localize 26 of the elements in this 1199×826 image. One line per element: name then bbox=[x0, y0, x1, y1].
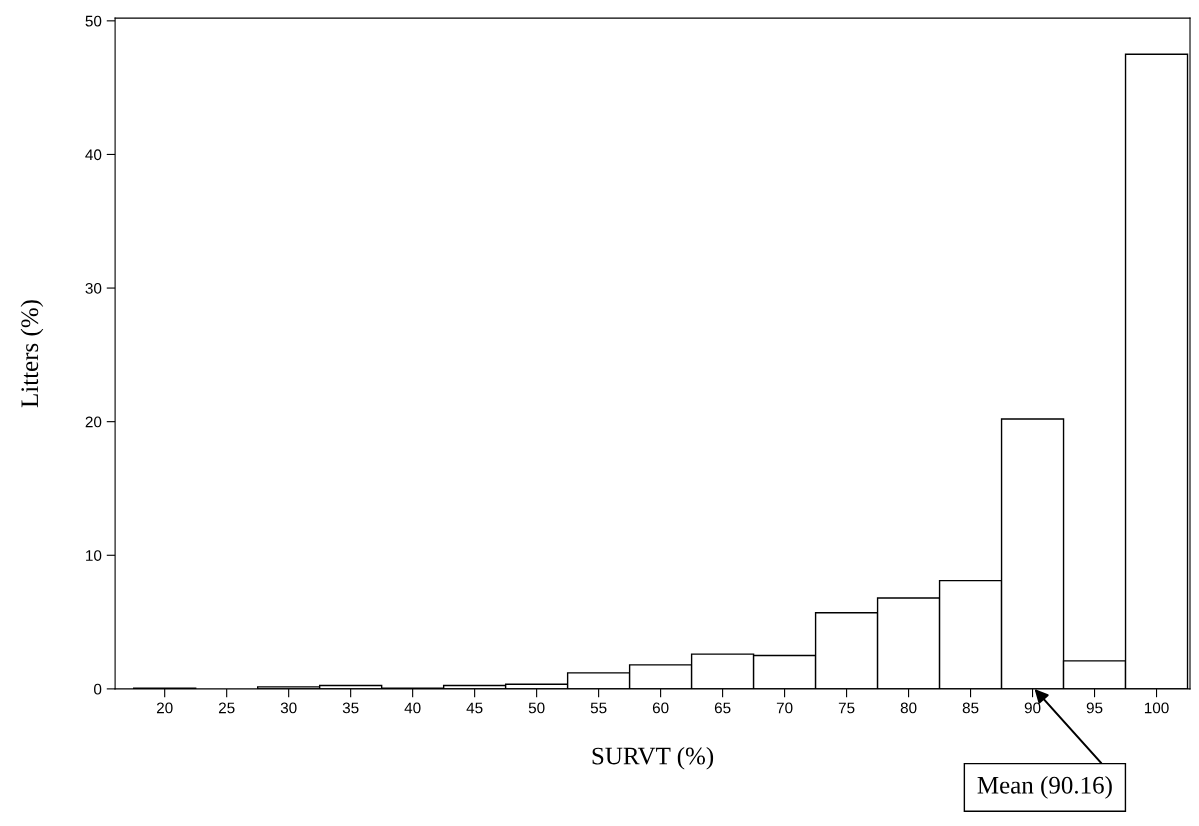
y-tick-label: 10 bbox=[86, 550, 102, 561]
x-tick-label: 45 bbox=[466, 702, 483, 714]
x-tick-label: 70 bbox=[776, 702, 793, 714]
annotation: Mean (90.16) bbox=[977, 776, 1112, 799]
y-axis-title: Litters (%) bbox=[20, 300, 44, 408]
y-tick-label: 0 bbox=[94, 683, 102, 695]
y-tick-label: 50 bbox=[85, 15, 102, 27]
y-tick-label: 40 bbox=[85, 149, 102, 161]
y-tick-label: 30 bbox=[85, 282, 102, 294]
x-tick-label: 85 bbox=[962, 702, 979, 714]
x-tick-label: 50 bbox=[528, 702, 545, 714]
x-tick-label: 40 bbox=[404, 702, 421, 714]
y-tick-label: 20 bbox=[85, 416, 102, 428]
x-tick-label: 95 bbox=[1086, 702, 1103, 714]
x-tick-label: 100 bbox=[1144, 702, 1169, 714]
x-tick-label: 60 bbox=[652, 702, 669, 714]
x-tick-label: 65 bbox=[714, 702, 731, 714]
x-tick-label: 30 bbox=[280, 702, 297, 714]
x-tick-label: 25 bbox=[218, 702, 235, 714]
x-tick-label: 20 bbox=[156, 702, 173, 714]
x-tick-label: 75 bbox=[838, 702, 855, 714]
x-tick-label: 80 bbox=[900, 702, 917, 714]
x-tick-label: 90 bbox=[1024, 702, 1041, 714]
x-tick-label: 55 bbox=[590, 702, 607, 714]
x-tick-label: 35 bbox=[342, 702, 359, 714]
x-axis-title: SURVT (%) bbox=[592, 746, 714, 770]
